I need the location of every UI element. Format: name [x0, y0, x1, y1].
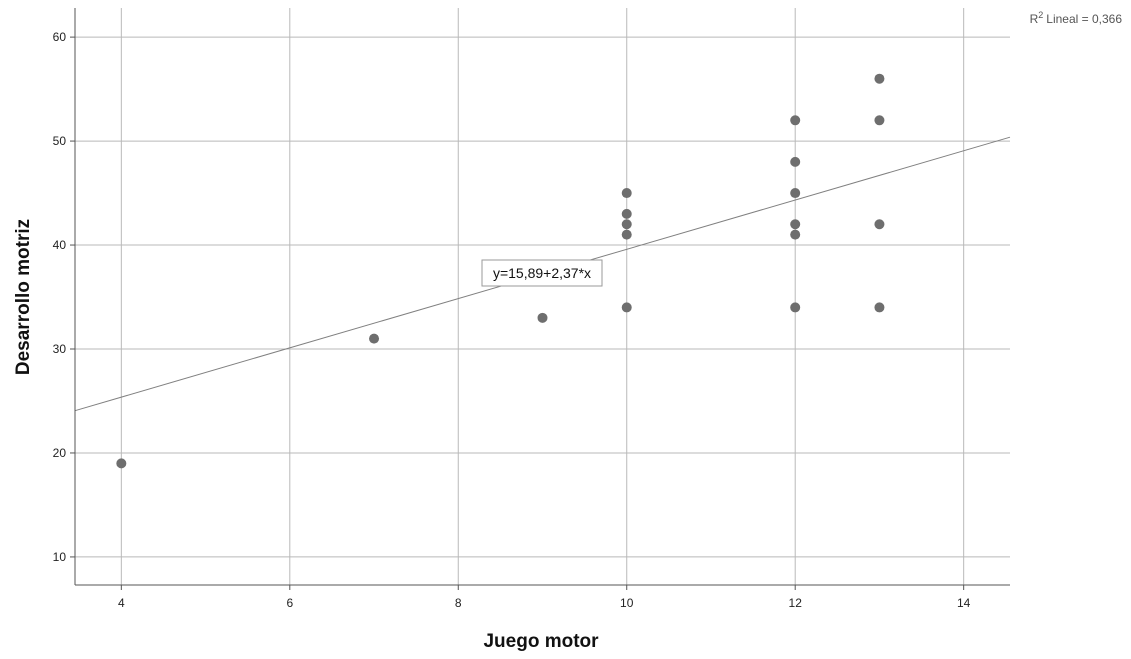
scatter-point	[874, 219, 885, 230]
r-squared-symbol: R	[1030, 12, 1039, 26]
scatter-point	[369, 333, 380, 344]
y-tick-label: 40	[53, 238, 67, 252]
scatter-point	[874, 73, 885, 84]
scatter-point	[790, 302, 801, 313]
scatter-point	[621, 219, 632, 230]
x-tick-label: 8	[455, 596, 462, 610]
y-tick-label: 60	[53, 30, 67, 44]
scatter-point	[790, 188, 801, 199]
x-tick-label: 14	[957, 596, 971, 610]
scatter-point	[621, 229, 632, 240]
equation-label-box: y=15,89+2,37*x	[481, 259, 603, 287]
grid-layer	[75, 8, 1010, 585]
scatter-point	[874, 115, 885, 126]
y-tick-label: 20	[53, 446, 67, 460]
r-squared-label: R2 Lineal = 0,366	[1030, 10, 1123, 26]
scatter-point	[790, 229, 801, 240]
y-tick-label: 10	[53, 550, 67, 564]
r-squared-superscript: 2	[1038, 10, 1043, 20]
scatter-point	[621, 302, 632, 313]
scatter-point	[116, 458, 127, 469]
r-squared-value: Lineal = 0,366	[1046, 12, 1122, 26]
y-tick-label: 30	[53, 342, 67, 356]
axis-layer	[70, 8, 1010, 590]
x-tick-label: 12	[789, 596, 803, 610]
scatter-point	[621, 208, 632, 219]
equation-label: y=15,89+2,37*x	[493, 265, 591, 281]
x-tick-label: 10	[620, 596, 634, 610]
scatter-point	[621, 188, 632, 199]
point-layer	[116, 73, 885, 469]
scatter-point	[537, 312, 548, 323]
scatter-point	[790, 219, 801, 230]
x-axis-title: Juego motor	[483, 631, 599, 652]
scatter-point	[790, 115, 801, 126]
x-tick-label: 4	[118, 596, 125, 610]
scatter-point	[874, 302, 885, 313]
y-tick-label: 50	[53, 134, 67, 148]
x-tick-label: 6	[286, 596, 293, 610]
tick-label-layer: 4 6 8 10 12 14 10 20 30 40 50 60	[53, 30, 971, 610]
y-axis-title: Desarrollo motriz	[13, 219, 34, 375]
scatter-point	[790, 156, 801, 167]
